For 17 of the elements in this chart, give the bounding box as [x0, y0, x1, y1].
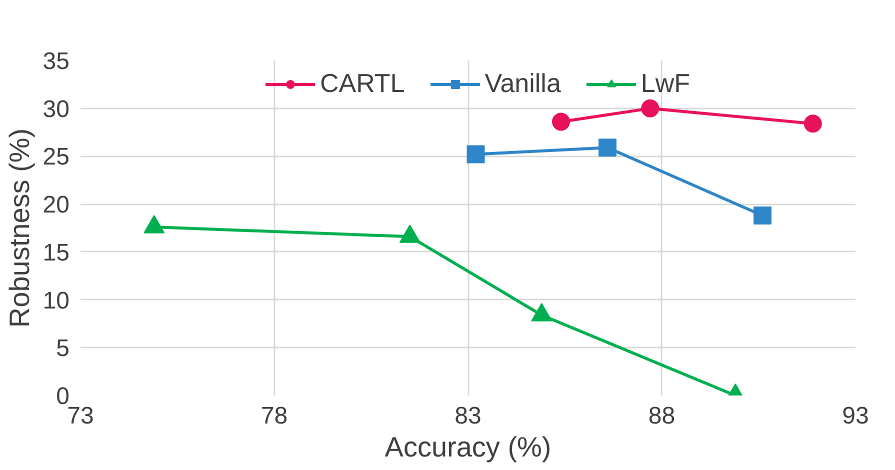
legend-label: CARTL — [320, 68, 405, 99]
x-axis-title: Accuracy (%) — [384, 432, 552, 462]
y-tick-label: 5 — [56, 335, 70, 362]
y-tick-label: 30 — [42, 96, 70, 123]
legend-label: Vanilla — [484, 68, 561, 99]
y-axis-title: Robustness (%) — [4, 128, 35, 328]
x-tick-label: 88 — [648, 402, 676, 430]
x-tick-label: 73 — [67, 402, 94, 430]
x-tick-label: 78 — [260, 402, 288, 430]
legend-label: LwF — [640, 68, 690, 99]
y-tick-label: 20 — [42, 192, 70, 219]
y-tick-label: 35 — [42, 48, 70, 75]
y-tick-label: 25 — [42, 144, 70, 171]
y-tick-label: 10 — [42, 287, 70, 314]
y-tick-label: 15 — [42, 239, 70, 266]
x-tick-label: 83 — [454, 402, 482, 430]
x-tick-label: 93 — [842, 402, 869, 430]
